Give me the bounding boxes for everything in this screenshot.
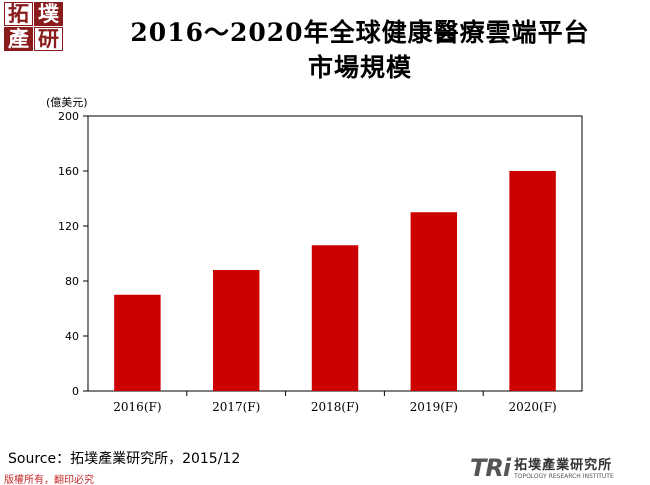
y-axis-unit: (億美元) [46, 96, 88, 109]
source-note: Source：拓墣產業研究所，2015/12 [8, 451, 241, 467]
logo-char: 墣 [34, 2, 63, 26]
brand-name-en: TOPOLOGY RESEARCH INSTITUTE [514, 473, 614, 480]
y-tick-label: 0 [72, 385, 79, 398]
x-tick-label: 2016(F) [113, 400, 161, 414]
logo-char: 研 [34, 27, 63, 51]
bar [410, 212, 458, 391]
bar [212, 270, 260, 391]
y-tick-label: 160 [58, 165, 79, 178]
brand-logo: TRi 拓墣產業研究所 TOPOLOGY RESEARCH INSTITUTE [470, 454, 614, 480]
logo: 拓 墣 產 研 [4, 2, 66, 52]
y-tick-label: 40 [65, 330, 79, 343]
x-tick-label: 2018(F) [311, 400, 359, 414]
copyright-note: 版權所有，翻印必究 [4, 475, 94, 485]
y-tick-label: 80 [65, 275, 79, 288]
logo-char: 拓 [4, 2, 33, 26]
y-tick-label: 200 [58, 110, 79, 123]
chart-title-line2: 市場規模 [307, 53, 412, 82]
bar [311, 245, 359, 391]
x-tick-label: 2019(F) [410, 400, 458, 414]
chart-title-line1: 2016～2020年全球健康醫療雲端平台 [130, 18, 590, 47]
x-tick-label: 2017(F) [212, 400, 260, 414]
y-tick-label: 120 [58, 220, 79, 233]
brand-mark: TRi [470, 454, 511, 482]
x-tick-label: 2020(F) [508, 400, 556, 414]
brand-name-cn: 拓墣產業研究所 [514, 458, 613, 473]
bar [114, 294, 161, 391]
logo-char: 產 [4, 27, 33, 51]
bar [509, 171, 556, 391]
